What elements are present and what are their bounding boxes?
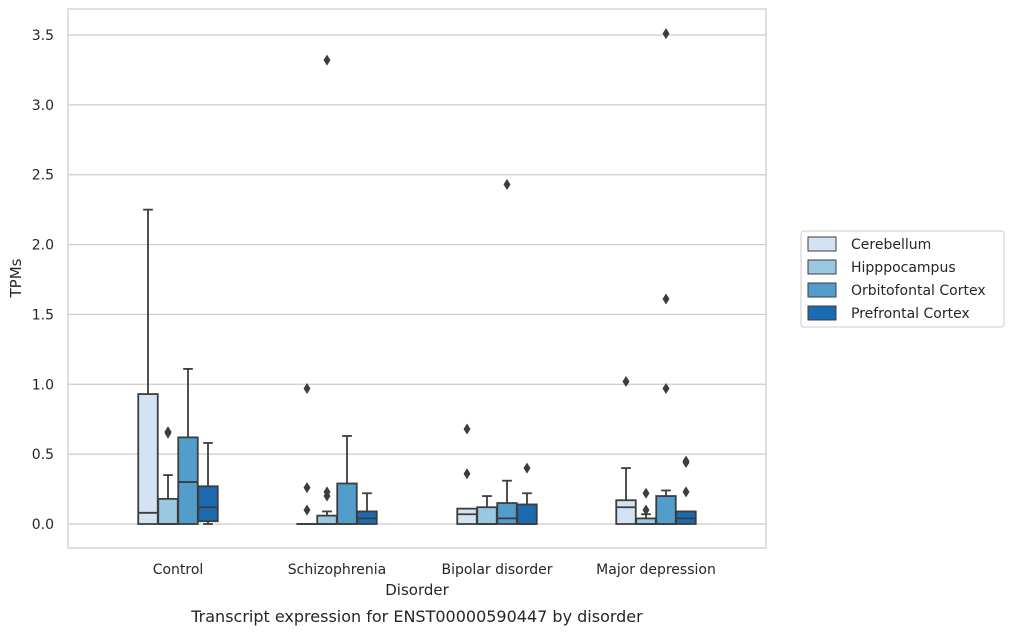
box-prefrontal-cortex <box>516 462 538 525</box>
box-iqr <box>516 503 538 525</box>
y-tick-label: 2.0 <box>32 238 54 254</box>
box-iqr <box>476 506 498 525</box>
box-orbitofontal-cortex <box>177 368 199 525</box>
x-tick-label: Bipolar disorder <box>441 562 552 578</box>
plot-area-frame <box>67 8 767 549</box>
outlier-point <box>323 486 331 498</box>
box-iqr <box>137 393 159 525</box>
x-tick-label: Schizophrenia <box>288 562 386 578</box>
box-hipppocampus <box>635 487 657 525</box>
y-tick-label: 3.0 <box>32 98 54 114</box>
legend-entry: Orbitofontal Cortex <box>851 283 986 299</box>
y-tick-label: 0.0 <box>32 517 54 533</box>
box-iqr <box>456 507 478 525</box>
box-hipppocampus <box>316 54 338 525</box>
outlier-point <box>323 54 331 66</box>
legend-swatch <box>807 259 837 275</box>
box-cerebellum <box>615 375 637 525</box>
y-tick-label: 2.5 <box>32 168 54 184</box>
outlier-point <box>463 468 471 480</box>
box-hipppocampus <box>476 495 498 525</box>
outlier-point <box>682 455 690 467</box>
x-tick-label: Major depression <box>596 562 716 578</box>
legend: Cerebellum Hipppocampus Orbitofontal Corte… <box>800 230 1005 328</box>
box-prefrontal-cortex <box>197 442 219 525</box>
box-orbitofontal-cortex <box>336 435 358 525</box>
box-plot-marks <box>137 28 697 525</box>
box-iqr <box>177 436 199 525</box>
box-prefrontal-cortex <box>675 455 697 525</box>
outlier-point <box>662 28 670 40</box>
box-prefrontal-cortex <box>356 492 378 525</box>
outlier-point <box>463 423 471 435</box>
legend-swatch <box>807 236 837 252</box>
outlier-point <box>523 462 531 474</box>
box-orbitofontal-cortex <box>655 28 677 525</box>
outlier-point <box>662 382 670 394</box>
outlier-point <box>503 178 511 190</box>
y-tick-label: 1.5 <box>32 307 54 323</box>
y-axis-label: TPMs <box>7 258 25 298</box>
y-tick-label: 3.5 <box>32 28 54 44</box>
box-iqr <box>336 482 358 525</box>
outlier-point <box>303 382 311 394</box>
box-cerebellum <box>456 423 478 525</box>
legend-entry: Hipppocampus <box>851 260 956 276</box>
legend-entry: Prefrontal Cortex <box>851 306 970 322</box>
outlier-point <box>303 482 311 494</box>
outlier-point <box>682 486 690 498</box>
box-iqr <box>197 485 219 523</box>
x-axis-ticks: Control Schizophrenia Bipolar disorder Majo… <box>153 562 716 578</box>
outlier-point <box>642 487 650 499</box>
x-tick-label: Control <box>153 562 204 578</box>
x-axis-label: Disorder <box>385 581 449 599</box>
box-hipppocampus <box>157 426 179 525</box>
legend-swatch <box>807 305 837 321</box>
box-iqr <box>615 499 637 525</box>
box-iqr <box>157 497 179 525</box>
outlier-point <box>164 426 172 438</box>
grid-lines <box>68 34 766 525</box>
box-orbitofontal-cortex <box>496 178 518 525</box>
outlier-point <box>642 504 650 516</box>
chart-caption: Transcript expression for ENST0000059044… <box>190 607 643 626</box>
box-cerebellum <box>137 208 159 525</box>
box-cerebellum <box>296 382 318 525</box>
y-tick-label: 0.5 <box>32 447 54 463</box>
box-iqr <box>655 495 677 525</box>
legend-frame <box>800 230 1005 328</box>
y-axis-ticks: 0.0 0.5 1.0 1.5 2.0 2.5 3.0 3.5 <box>32 28 54 533</box>
outlier-point <box>662 293 670 305</box>
outlier-point <box>622 375 630 387</box>
legend-entry: Cerebellum <box>851 237 931 253</box>
outlier-point <box>303 504 311 516</box>
legend-swatch <box>807 282 837 298</box>
y-tick-label: 1.0 <box>32 377 54 393</box>
box-iqr <box>316 514 338 525</box>
box-iqr <box>496 502 518 525</box>
